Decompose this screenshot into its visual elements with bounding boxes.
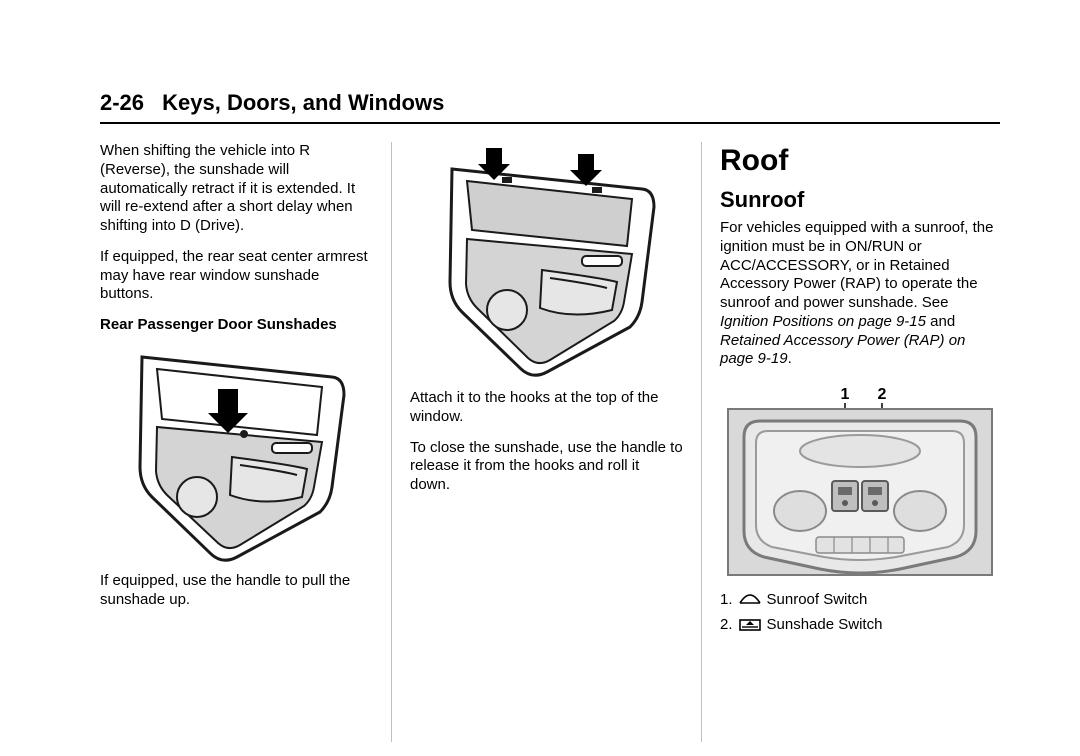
column-3: Roof Sunroof For vehicles equipped with … [706,142,1000,742]
manual-page: 2-26 Keys, Doors, and Windows When shift… [0,0,1080,756]
chapter-title: Keys, Doors, and Windows [162,90,444,115]
figure-overhead-console: 1 2 [720,381,1000,581]
paragraph: If equipped, the rear seat center armres… [100,248,373,304]
callout-label-2: 2 [878,386,887,403]
legend-text: Sunshade Switch [767,616,883,635]
subsection-heading: Sunroof [720,186,1000,214]
figure-caption: If equipped, use the handle to pull the … [100,572,373,610]
legend-number: 1. [720,591,733,610]
text-run: For vehicles equipped with a sunroof, th… [720,219,994,311]
section-heading: Roof [720,142,1000,180]
content-columns: When shifting the vehicle into R (Revers… [100,142,1000,742]
subheading: Rear Passenger Door Sunshades [100,316,373,335]
figure-door-sunshade-down [100,347,373,562]
paragraph: Attach it to the hooks at the top of the… [410,389,683,427]
column-2: Attach it to the hooks at the top of the… [396,142,697,742]
legend-row: 1. Sunroof Switch [720,591,1000,610]
paragraph: When shifting the vehicle into R (Revers… [100,142,373,236]
page-header: 2-26 Keys, Doors, and Windows [100,90,1000,124]
paragraph: To close the sunshade, use the handle to… [410,439,683,495]
legend-text: Sunroof Switch [767,591,868,610]
sunroof-switch-icon [739,592,761,608]
legend-number: 2. [720,616,733,635]
column-1: When shifting the vehicle into R (Revers… [100,142,387,742]
column-divider [391,142,392,742]
column-divider [701,142,702,742]
text-italic: Ignition Positions on page 9-15 [720,313,926,330]
sunshade-switch-icon [739,617,761,633]
text-italic: Retained Accessory Power (RAP) on page 9… [720,332,965,368]
callout-label-1: 1 [841,386,850,403]
text-run: and [926,313,955,330]
page-number: 2-26 [100,90,156,116]
text-run: . [788,350,792,367]
paragraph: For vehicles equipped with a sunroof, th… [720,219,1000,369]
figure-door-sunshade-up [410,144,683,379]
legend-row: 2. Sunshade Switch [720,616,1000,635]
